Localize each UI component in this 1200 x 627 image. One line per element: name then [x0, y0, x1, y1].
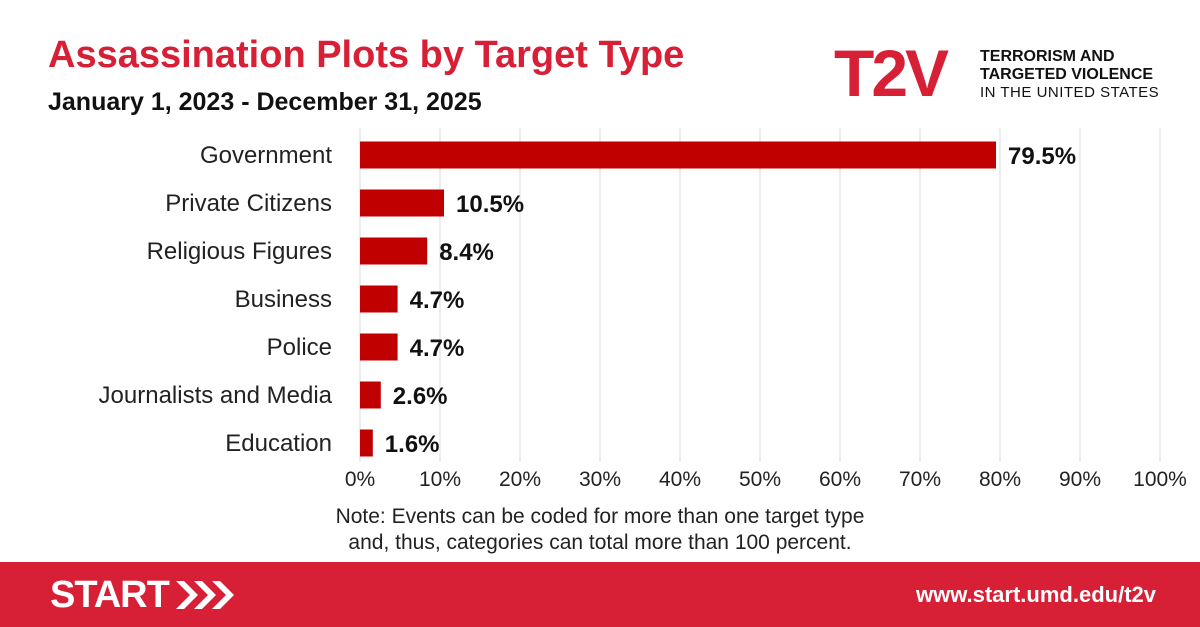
category-label: Police: [267, 334, 332, 361]
x-tick-label: 10%: [419, 468, 461, 491]
category-label: Education: [225, 430, 332, 457]
logo-line-1: TERRORISM AND: [980, 48, 1115, 65]
website-link[interactable]: www.start.umd.edu/t2v: [915, 582, 1156, 607]
x-tick-label: 90%: [1059, 468, 1101, 491]
x-tick-label: 70%: [899, 468, 941, 491]
data-label: 4.7%: [410, 287, 465, 314]
logo-mark: T2V: [834, 36, 949, 110]
category-label: Business: [235, 286, 332, 313]
x-tick-label: 0%: [345, 468, 375, 491]
t2v-logo: T2V TERRORISM AND TARGETED VIOLENCE IN T…: [834, 40, 1164, 108]
chevrons-right-icon: [176, 581, 234, 609]
x-tick-label: 50%: [739, 468, 781, 491]
chart-title: Assassination Plots by Target Type: [48, 34, 685, 76]
bar: [360, 285, 398, 313]
chart-note: Note: Events can be coded for more than …: [200, 504, 1000, 556]
start-logo: START: [50, 574, 170, 616]
x-tick-label: 20%: [499, 468, 541, 491]
bar: [360, 141, 996, 169]
bar: [360, 333, 398, 361]
x-tick-label: 60%: [819, 468, 861, 491]
category-label: Private Citizens: [165, 190, 332, 217]
chart-subtitle: January 1, 2023 - December 31, 2025: [48, 88, 482, 116]
logo-line-3: IN THE UNITED STATES: [980, 84, 1160, 101]
bar: [360, 381, 381, 409]
x-tick-label: 80%: [979, 468, 1021, 491]
data-label: 4.7%: [410, 335, 465, 362]
logo-line-2: TARGETED VIOLENCE: [980, 66, 1154, 83]
data-label: 8.4%: [439, 239, 494, 266]
footer-bar: START www.start.umd.edu/t2v: [0, 562, 1200, 627]
note-line-1: Note: Events can be coded for more than …: [335, 505, 865, 528]
bar: [360, 189, 444, 217]
x-tick-label: 100%: [1133, 468, 1187, 491]
data-label: 2.6%: [393, 383, 448, 410]
data-label: 1.6%: [385, 431, 440, 458]
data-label: 79.5%: [1008, 143, 1076, 170]
data-label: 10.5%: [456, 191, 524, 218]
logo-text: TERRORISM AND TARGETED VIOLENCE IN THE U…: [980, 48, 1159, 102]
category-label: Religious Figures: [147, 238, 332, 265]
note-line-2: and, thus, categories can total more tha…: [348, 531, 852, 554]
category-label: Government: [200, 142, 332, 169]
bar: [360, 237, 428, 265]
category-label: Journalists and Media: [99, 382, 333, 409]
x-tick-label: 30%: [579, 468, 621, 491]
x-tick-label: 40%: [659, 468, 701, 491]
bar: [360, 429, 373, 457]
bar-chart: 0% 10% 20% 30% 40% 50% 60% 70% 80% 90% 100% Governm…: [99, 128, 1187, 491]
